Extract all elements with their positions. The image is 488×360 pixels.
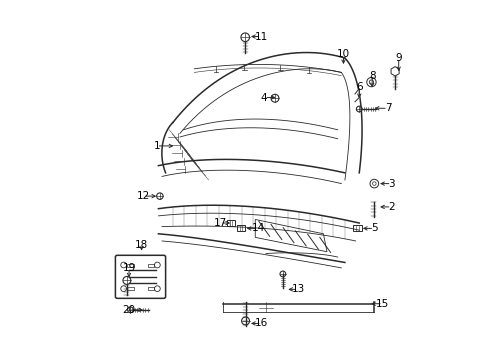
Text: 20: 20	[122, 305, 135, 315]
Polygon shape	[390, 67, 398, 76]
Circle shape	[366, 77, 375, 87]
Text: 8: 8	[368, 71, 375, 81]
Text: 1: 1	[153, 141, 160, 151]
Text: 4: 4	[261, 93, 267, 103]
Text: 7: 7	[384, 103, 390, 113]
Text: 19: 19	[122, 263, 135, 273]
Text: 6: 6	[355, 82, 362, 92]
Circle shape	[369, 179, 378, 188]
Text: 14: 14	[251, 224, 264, 233]
Text: 3: 3	[387, 179, 394, 189]
Text: 12: 12	[137, 191, 150, 201]
Text: 2: 2	[387, 202, 394, 212]
Text: 16: 16	[255, 319, 268, 328]
Text: 5: 5	[370, 224, 377, 233]
Text: 9: 9	[395, 53, 401, 63]
Polygon shape	[354, 89, 359, 102]
Text: 17: 17	[213, 218, 226, 228]
Text: 15: 15	[376, 299, 389, 309]
Text: 10: 10	[336, 49, 349, 59]
Text: 18: 18	[135, 239, 148, 249]
Text: 13: 13	[291, 284, 305, 294]
FancyBboxPatch shape	[115, 255, 165, 298]
Text: 11: 11	[254, 32, 267, 41]
